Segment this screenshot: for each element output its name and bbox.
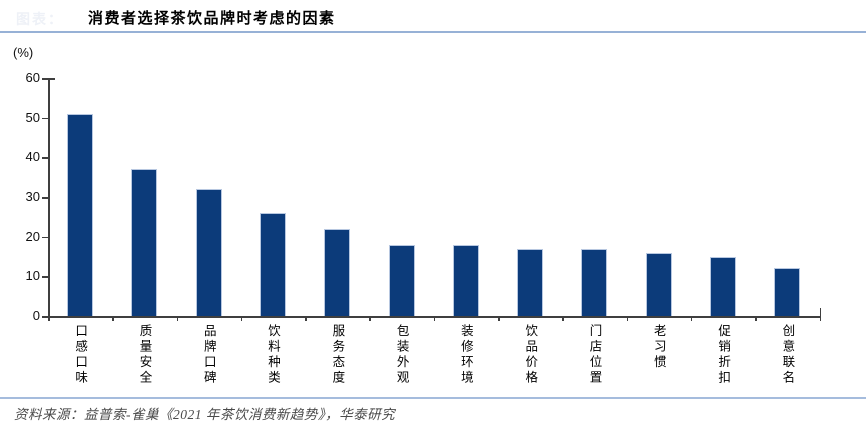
y-tick-label: 60 <box>25 70 40 85</box>
x-tick-mark <box>369 316 371 321</box>
header-divider-line <box>0 31 866 33</box>
chart-header: 图表： 消费者选择茶饮品牌时考虑的因素 <box>0 0 866 33</box>
x-tick-mark <box>690 316 693 321</box>
category-label: 口感口味 <box>73 324 88 386</box>
category-label: 促销折扣 <box>716 324 731 386</box>
y-tick-label: 40 <box>25 149 40 165</box>
y-tick-label: 30 <box>25 189 40 204</box>
bar <box>324 228 351 316</box>
y-axis-line <box>48 78 50 316</box>
x-tick-mark <box>498 316 500 321</box>
x-tick-mark <box>755 316 757 321</box>
y-axis-unit-label: (%) <box>13 45 34 60</box>
y-axis-top-tick <box>48 78 55 80</box>
category-label: 门店位置 <box>587 324 602 386</box>
bar <box>581 248 608 316</box>
category-label: 品牌口碑 <box>201 324 216 386</box>
faint-figure-label: 图表： <box>16 13 64 28</box>
bar <box>195 189 222 316</box>
y-tick-mark <box>42 276 48 278</box>
category-label: 老习惯 <box>651 324 666 371</box>
x-tick-mark <box>176 316 179 321</box>
category-label: 质量安全 <box>137 324 152 386</box>
bar <box>517 248 544 316</box>
x-tick-mark <box>48 316 50 321</box>
category-label: 装修环境 <box>458 324 473 386</box>
source-note: 资料来源：益普索-雀巢《2021 年茶饮消费新趋势》，华泰研究 <box>14 407 396 422</box>
x-axis-end-tick <box>819 308 821 316</box>
bar <box>388 244 415 316</box>
bar <box>131 169 158 316</box>
x-tick-mark <box>112 316 114 321</box>
category-label: 服务态度 <box>330 324 345 386</box>
bar <box>67 113 94 316</box>
y-tick-mark <box>42 197 48 199</box>
y-tick-label: 0 <box>32 308 40 323</box>
bar <box>774 268 801 316</box>
footer-divider-line <box>0 397 866 399</box>
y-tick-mark <box>42 78 48 80</box>
y-tick-mark <box>42 236 48 239</box>
plot-area: (%) 0 10 20 30 40 50 60 口感口味 质量安全 品牌口碑 饮料种类 服务态度 包装外… <box>0 33 866 397</box>
chart-title: 消费者选择茶饮品牌时考虑的因素 <box>88 11 336 27</box>
x-tick-mark <box>562 316 564 321</box>
x-tick-mark <box>305 316 307 321</box>
y-tick-label: 20 <box>25 228 40 244</box>
bar <box>710 256 737 316</box>
y-tick-label: 10 <box>25 268 40 284</box>
x-tick-mark <box>433 316 436 321</box>
y-tick-label: 50 <box>25 109 40 125</box>
bar <box>260 212 287 316</box>
category-label: 创意联名 <box>780 324 795 386</box>
category-label: 包装外观 <box>394 324 409 386</box>
x-tick-mark <box>819 316 821 321</box>
category-label: 饮品价格 <box>523 324 538 386</box>
y-tick-mark <box>42 316 48 318</box>
category-label: 饮料种类 <box>266 324 281 386</box>
bar <box>645 252 672 316</box>
y-tick-mark <box>42 157 48 159</box>
x-tick-mark <box>626 316 629 321</box>
bar <box>452 244 479 316</box>
x-tick-mark <box>240 316 243 321</box>
y-tick-mark <box>42 117 48 120</box>
